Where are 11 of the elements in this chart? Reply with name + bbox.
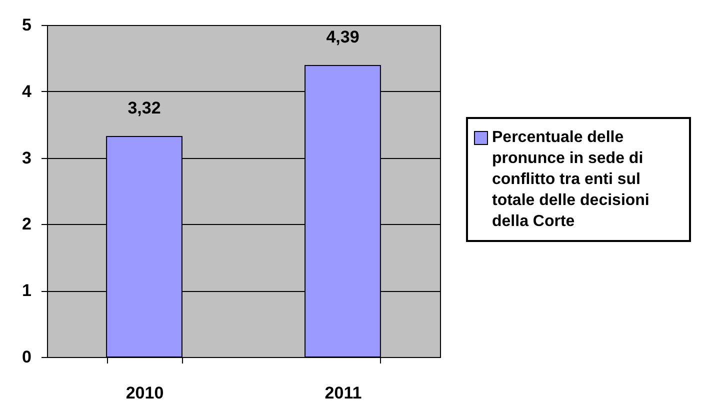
x-tick-label: 2010 [126,384,164,402]
data-label: 4,39 [326,28,360,47]
data-label: 3,32 [128,98,161,118]
x-tick-label: 2011 [324,384,362,402]
y-tick-label: 0 [22,348,32,366]
y-tick-label: 4 [22,82,32,101]
y-tick-label: 1 [22,281,32,300]
y-tick-label: 5 [22,16,32,34]
y-tick-label: 2 [22,214,32,234]
y-tick-label: 3 [22,148,32,168]
legend-label: Percentuale delle pronunce in sede di conflitto tra enti sul totale delle decisioni della Corte [492,128,650,232]
